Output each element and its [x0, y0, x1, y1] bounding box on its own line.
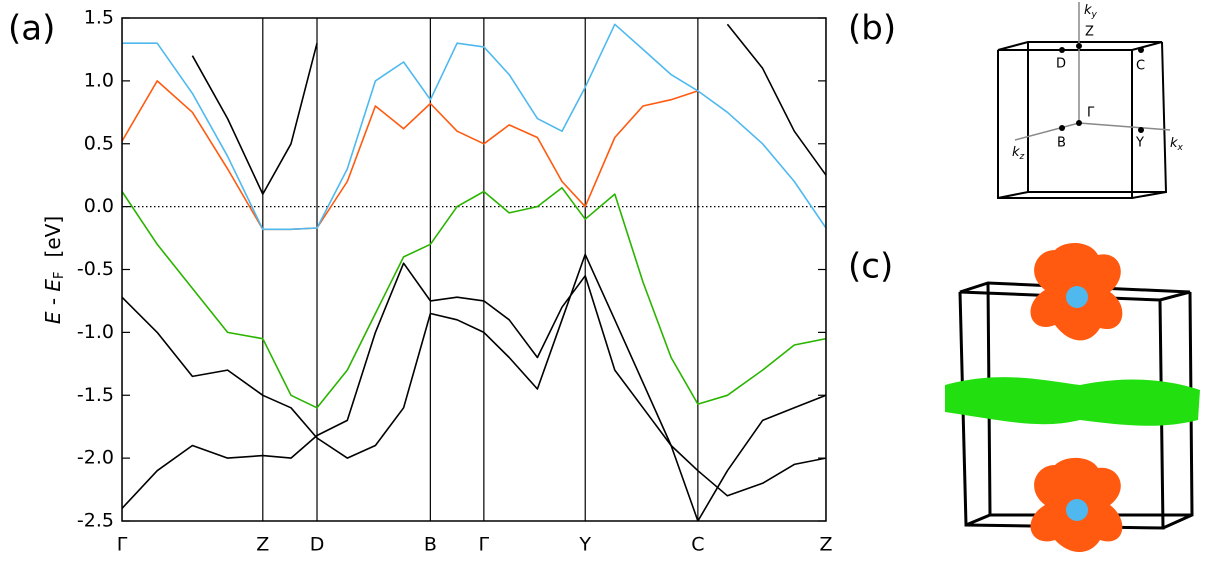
- fermi-surface: [945, 243, 1200, 552]
- k-label: k: [1012, 145, 1020, 160]
- x-tick-label: Z: [256, 534, 269, 556]
- y-tick-label: 1.5: [84, 7, 114, 29]
- y-label-part: F: [52, 271, 67, 278]
- band: [191, 42, 318, 195]
- band: [122, 23, 826, 231]
- y-tick-label: -2.5: [77, 510, 114, 532]
- y-tick-label: -1.0: [77, 321, 114, 343]
- panel-label: (a): [8, 9, 55, 49]
- x-tick-label: D: [310, 534, 325, 556]
- k-label: k: [1170, 136, 1178, 151]
- bz-dots: [1059, 43, 1144, 133]
- y-label-part: [eV]: [41, 216, 65, 258]
- k-label: kz: [1012, 145, 1025, 162]
- plot: [122, 18, 826, 521]
- bz-label: Γ: [1087, 106, 1095, 121]
- brillouin-zone: [997, 41, 1168, 199]
- k-label: kx: [1170, 136, 1184, 153]
- k-sub: y: [1091, 10, 1098, 20]
- y-tick-label: 0.0: [84, 195, 114, 217]
- panel-label: (b): [848, 9, 896, 49]
- x-tick-label: Γ: [117, 534, 128, 556]
- k-label: k: [1084, 3, 1092, 18]
- k-axes: [1014, 2, 1171, 141]
- y-label-part: -: [41, 292, 65, 312]
- y-tick-label: 0.5: [84, 132, 114, 154]
- y-tick-label: -2.0: [77, 447, 114, 469]
- band: [122, 262, 826, 509]
- bz-label: Z: [1085, 25, 1094, 40]
- x-tick-label: Z: [819, 534, 832, 556]
- bz-label: B: [1057, 136, 1066, 151]
- band: [726, 23, 826, 176]
- y-label-part: E: [41, 279, 65, 292]
- panel-label: (c): [848, 247, 893, 287]
- y-tick-label: -1.5: [77, 384, 114, 406]
- x-tick-label: Y: [578, 534, 591, 556]
- band: [122, 80, 699, 231]
- k-label: ky: [1084, 3, 1098, 20]
- y-tick-label: -0.5: [77, 258, 114, 280]
- x-tick-label: B: [424, 534, 437, 556]
- band: [122, 253, 826, 521]
- x-tick-label: Γ: [479, 534, 490, 556]
- x-tick-label: C: [691, 534, 704, 556]
- k-sub: x: [1177, 143, 1184, 153]
- y-label-part: E: [41, 311, 65, 324]
- y-tick-label: 1.0: [84, 69, 114, 91]
- y-axis-label: E - EF[eV]: [41, 216, 67, 324]
- bz-label: D: [1056, 57, 1066, 72]
- band: [122, 187, 826, 409]
- plot-frame: [121, 17, 827, 522]
- bz-label: C: [1136, 59, 1145, 74]
- bz-label: Y: [1135, 136, 1144, 151]
- k-sub: z: [1019, 152, 1025, 162]
